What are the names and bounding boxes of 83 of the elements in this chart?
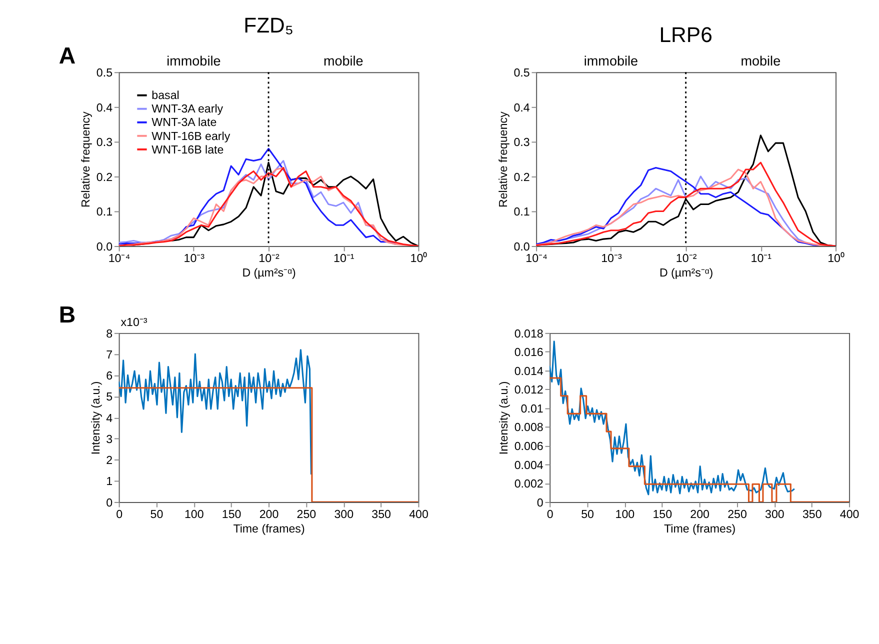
text: A bbox=[58, 42, 76, 68]
y-tick-label: 0.1 bbox=[514, 206, 530, 219]
legend-label: WNT-16B late bbox=[152, 144, 224, 156]
y-axis-title: Relative frequency bbox=[80, 111, 93, 208]
x-tick-label: 10⁻¹ bbox=[334, 252, 354, 265]
text: mobile bbox=[740, 53, 781, 68]
x-axis-title: D (µm²s⁻ᵅ) bbox=[659, 267, 714, 280]
x-tick-label: 350 bbox=[372, 508, 391, 521]
y-tick-label: 5 bbox=[106, 392, 113, 404]
y-tick-label: 0.3 bbox=[514, 137, 530, 150]
y-tick-label: 0.0 bbox=[96, 241, 113, 254]
text: B bbox=[58, 301, 76, 328]
y-tick-label: 0 bbox=[536, 497, 544, 510]
x-tick-label: 100 bbox=[615, 508, 635, 521]
line-series bbox=[550, 340, 796, 496]
y-axis-title: Intensity (a.u.) bbox=[498, 381, 511, 455]
y-tick-label: 2 bbox=[106, 455, 113, 468]
y-tick-label: 3 bbox=[106, 434, 113, 446]
y-tick-label: 0.4 bbox=[514, 102, 530, 114]
chart-title: LRP6 bbox=[659, 23, 712, 48]
x-axis-title: Time (frames) bbox=[233, 523, 305, 536]
text: mobile bbox=[323, 53, 364, 68]
x-tick-label: 250 bbox=[296, 508, 316, 521]
x-tick-label: 10⁻⁴ bbox=[108, 252, 130, 265]
x-tick-label: 10⁻¹ bbox=[750, 252, 772, 265]
x-tick-label: 400 bbox=[840, 508, 860, 521]
x-tick-label: 10⁻⁴ bbox=[526, 252, 548, 265]
y-tick-label: 0.0 bbox=[514, 241, 530, 254]
y-tick-label: 0.5 bbox=[514, 67, 530, 80]
y-tick-label: 0.4 bbox=[96, 102, 114, 114]
x-tick-label: 10⁻³ bbox=[601, 252, 622, 265]
legend-label: WNT-3A late bbox=[152, 117, 217, 130]
chart-title: FZD₅ bbox=[244, 14, 294, 38]
x-tick-label: 10⁻³ bbox=[184, 252, 205, 265]
x-axis-title: D (µm²s⁻ᵅ) bbox=[242, 267, 296, 280]
line-series bbox=[118, 349, 312, 476]
x-tick-label: 150 bbox=[222, 508, 242, 521]
legend-label: WNT-3A early bbox=[152, 104, 224, 116]
x-tick-label: 10⁰ bbox=[828, 252, 844, 265]
x-tick-label: 150 bbox=[652, 508, 672, 521]
y-tick-label: 8 bbox=[106, 328, 113, 340]
y-tick-label: 7 bbox=[106, 349, 113, 362]
y-tick-label: 0.004 bbox=[514, 460, 544, 472]
y-tick-label: 0.018 bbox=[514, 328, 544, 340]
y-tick-label: 0.016 bbox=[514, 347, 544, 360]
y-tick-label: 0.006 bbox=[514, 440, 544, 453]
x-tick-label: 10⁻² bbox=[676, 252, 697, 265]
y-axis-title: Intensity (a.u.) bbox=[90, 381, 102, 455]
y-axis-title: Relative frequency bbox=[498, 111, 510, 208]
text: immobile bbox=[584, 53, 638, 68]
x-tick-label: 300 bbox=[334, 508, 354, 521]
y-tick-label: 0.01 bbox=[520, 403, 544, 416]
y-tick-label: 0.008 bbox=[514, 422, 544, 434]
y-tick-label: 0.012 bbox=[514, 384, 544, 397]
y-tick-label: 1 bbox=[106, 476, 113, 488]
y-tick-label: 4 bbox=[106, 412, 114, 425]
y-tick-label: 0.014 bbox=[514, 366, 544, 378]
x-tick-label: 300 bbox=[765, 508, 784, 521]
x-tick-label: 50 bbox=[581, 508, 594, 521]
x-tick-label: 50 bbox=[150, 508, 164, 521]
text: x10⁻³ bbox=[120, 317, 148, 330]
x-tick-label: 100 bbox=[184, 508, 204, 521]
y-tick-label: 6 bbox=[106, 370, 113, 383]
x-tick-label: 200 bbox=[259, 508, 279, 521]
text: immobile bbox=[166, 53, 221, 68]
x-tick-label: 10⁻² bbox=[258, 252, 280, 265]
x-tick-label: 10⁰ bbox=[410, 252, 428, 265]
y-tick-label: 0 bbox=[106, 497, 113, 510]
x-axis-title: Time (frames) bbox=[664, 523, 736, 536]
y-tick-label: 0.5 bbox=[96, 67, 113, 80]
x-tick-label: 250 bbox=[728, 508, 747, 521]
legend-label: WNT-16B early bbox=[152, 130, 230, 143]
x-tick-label: 400 bbox=[409, 508, 428, 521]
y-tick-label: 0.2 bbox=[514, 172, 530, 184]
x-tick-label: 0 bbox=[546, 508, 554, 521]
legend-label: basal bbox=[152, 90, 180, 102]
y-tick-label: 0.2 bbox=[96, 172, 113, 184]
y-tick-label: 0.3 bbox=[96, 137, 113, 150]
y-tick-label: 0.002 bbox=[514, 478, 544, 491]
x-tick-label: 350 bbox=[802, 508, 822, 521]
y-tick-label: 0.1 bbox=[96, 206, 113, 219]
x-tick-label: 0 bbox=[116, 508, 123, 521]
x-tick-label: 200 bbox=[690, 508, 710, 521]
